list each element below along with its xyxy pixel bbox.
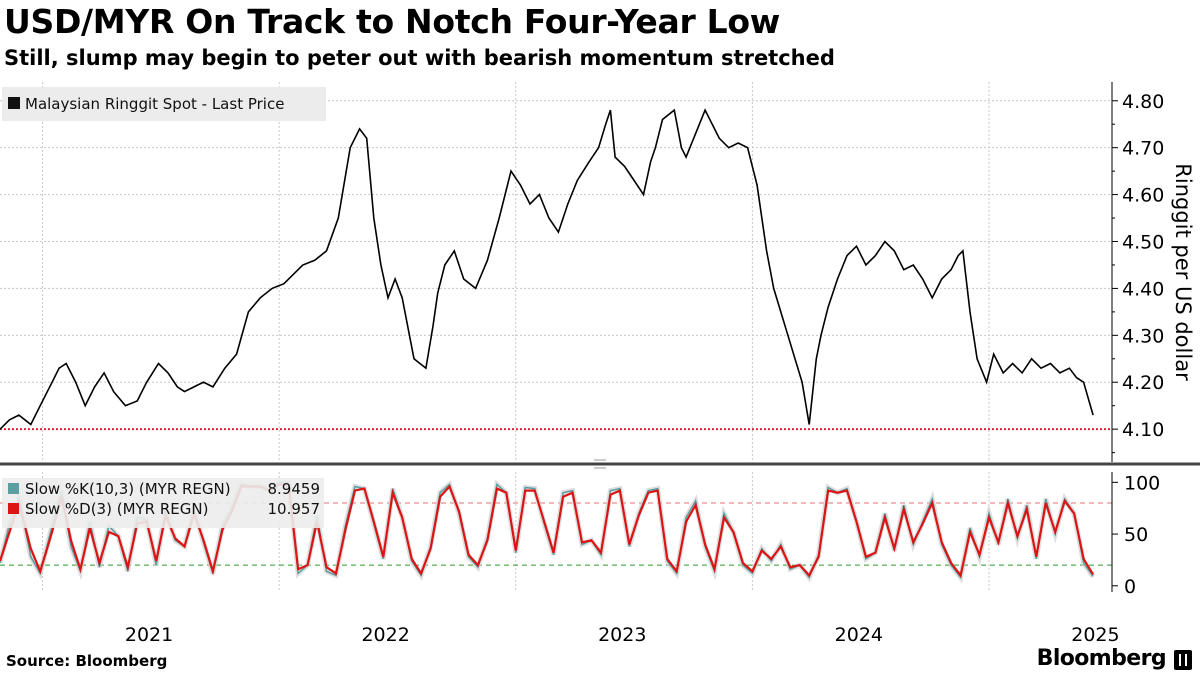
y-tick-label: 4.60 <box>1122 185 1164 207</box>
x-tick-label: 2021 <box>125 624 173 646</box>
legend-label-price: Malaysian Ringgit Spot - Last Price <box>25 95 284 113</box>
legend-swatch-k <box>8 483 19 494</box>
d-series-line <box>0 483 1095 578</box>
y-axis-label: Ringgit per US dollar <box>1171 163 1195 381</box>
legend-background <box>2 478 324 528</box>
x-axis-ticks: 2021 2022 2023 2024 2025 <box>125 624 1120 646</box>
y-tick-label: 4.20 <box>1122 372 1164 394</box>
y-tick-label: 4.50 <box>1122 232 1164 254</box>
stoch-tick-label: 100 <box>1124 472 1160 494</box>
chart-title: USD/MYR On Track to Notch Four-Year Low <box>4 2 780 41</box>
y-tick-label: 4.10 <box>1122 419 1164 441</box>
x-tick-label: 2023 <box>598 624 646 646</box>
legend-label-d: Slow %D(3) (MYR REGN) <box>25 500 208 518</box>
source-note: Source: Bloomberg <box>6 652 168 670</box>
legend-price: Malaysian Ringgit Spot - Last Price <box>2 87 326 121</box>
panel-resize-handle[interactable] <box>594 459 606 469</box>
legend-swatch-price <box>8 97 20 109</box>
stoch-tick-label: 50 <box>1124 524 1148 546</box>
price-series-line <box>0 108 1094 430</box>
bloomberg-logo: Bloomberg <box>1036 646 1167 671</box>
x-tick-label: 2025 <box>1071 624 1119 646</box>
price-gridlines <box>0 82 1112 462</box>
stoch-tick-label: 0 <box>1124 576 1136 598</box>
y-tick-label: 4.70 <box>1122 138 1164 160</box>
legend-value-k: 8.9459 <box>268 480 321 498</box>
legend-swatch-d <box>8 503 19 514</box>
legend-background <box>2 87 326 121</box>
stochastic-y-ticks: 0 50 100 <box>1112 472 1160 598</box>
legend-stochastic: Slow %K(10,3) (MYR REGN) 8.9459 Slow %D(… <box>2 478 324 528</box>
y-tick-label: 4.80 <box>1122 91 1164 113</box>
bloomberg-terminal-icon <box>1174 650 1192 670</box>
legend-value-d: 10.957 <box>268 500 321 518</box>
y-tick-label: 4.30 <box>1122 325 1164 347</box>
price-panel: 4.10 4.20 4.30 4.40 4.50 4.60 4.70 4.80 Ringgit… <box>0 82 1195 462</box>
x-tick-label: 2022 <box>361 624 409 646</box>
price-y-ticks: 4.10 4.20 4.30 4.40 4.50 4.60 4.70 4.80 <box>1112 91 1164 454</box>
stochastic-panel: 0 50 100 Slow %K(10,3) (MYR REGN) 8.9459 S… <box>0 472 1160 598</box>
x-tick-label: 2024 <box>835 624 883 646</box>
legend-label-k: Slow %K(10,3) (MYR REGN) <box>25 480 231 498</box>
y-tick-label: 4.40 <box>1122 278 1164 300</box>
chart-subtitle: Still, slump may begin to peter out with… <box>4 46 835 70</box>
